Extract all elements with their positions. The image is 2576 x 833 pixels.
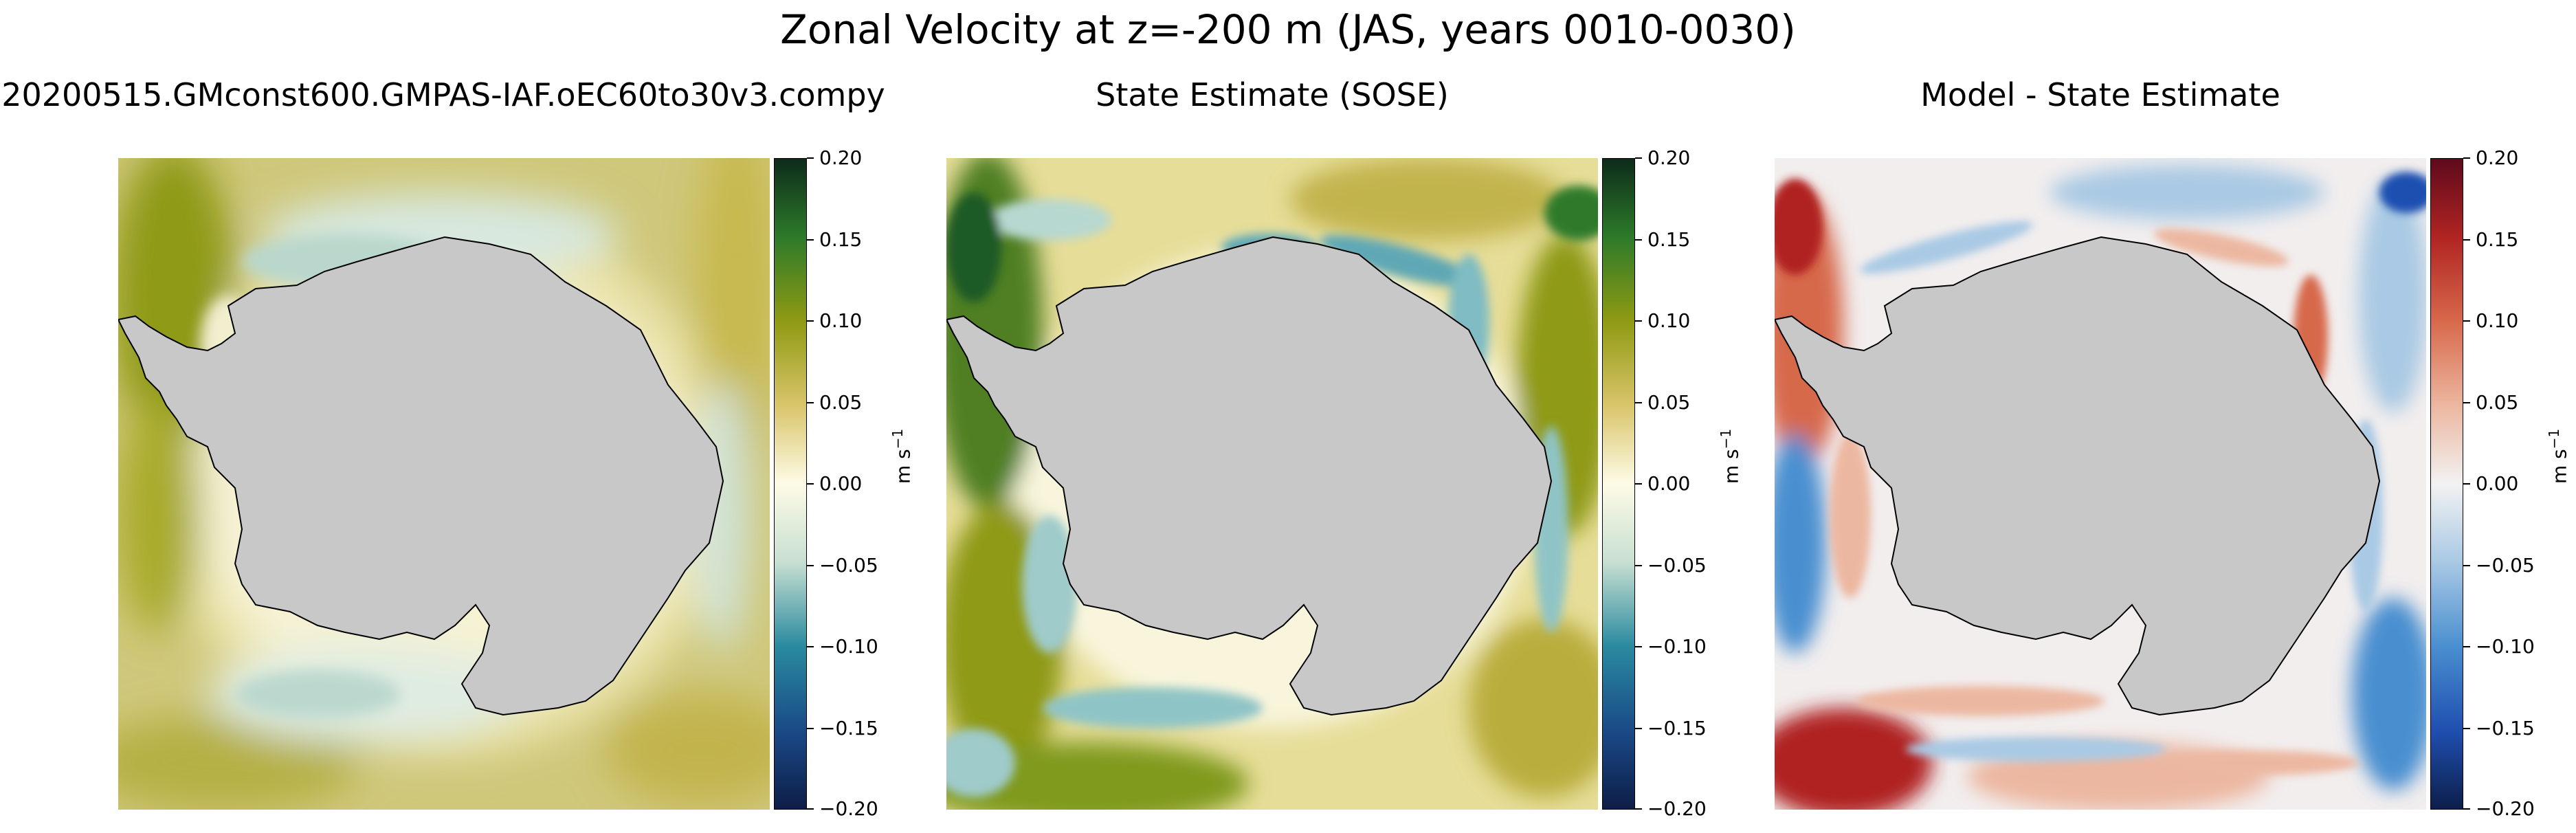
panel-3-tick: −0.10	[2476, 635, 2535, 658]
panel-1-tick: −0.15	[819, 716, 878, 740]
panel-1-title: 20200515.GMconst600.GMPAS-IAF.oEC60to30v…	[1, 76, 885, 113]
panel-1-colorbar-axis: 0.20 0.15 0.10 0.05 0.00 −0.05 −0.10 −0.…	[807, 147, 889, 820]
panel-2-tick: 0.15	[1647, 227, 1691, 251]
panel-2-tick: 0.05	[1647, 390, 1691, 414]
panel-3-colorbar	[2430, 158, 2463, 810]
figure-suptitle: Zonal Velocity at z=-200 m (JAS, years 0…	[780, 6, 1796, 53]
panel-2-tick: −0.20	[1647, 797, 1707, 820]
panel-3-tick: −0.20	[2476, 797, 2535, 820]
panel-3-antarctica	[1775, 236, 2381, 716]
panel-1-tick: −0.10	[819, 635, 878, 658]
panel-1-tick: 0.10	[819, 309, 863, 332]
panel-1-tick: −0.05	[819, 553, 878, 577]
panel-3-map-svg	[1775, 158, 2426, 810]
panel-1-tick: 0.20	[819, 146, 863, 169]
panel-3-colorbar-axis: 0.20 0.15 0.10 0.05 0.00 −0.05 −0.10 −0.…	[2463, 147, 2546, 820]
panel-3-map	[1775, 158, 2426, 810]
panel-1-colorbar-label: m s−1	[889, 428, 915, 484]
panel-2-tick: −0.10	[1647, 635, 1707, 658]
panel-3-title: Model - State Estimate	[1920, 76, 2280, 113]
panel-1-map-svg	[118, 158, 770, 810]
panel-1-map	[118, 158, 770, 810]
panel-3-tick: 0.15	[2476, 227, 2519, 251]
panel-2-tick: 0.10	[1647, 309, 1691, 332]
panel-2-tick: −0.15	[1647, 716, 1707, 740]
panel-2-tick: −0.05	[1647, 553, 1707, 577]
panel-3-tick: 0.05	[2476, 390, 2519, 414]
panel-1-tick: 0.05	[819, 390, 863, 414]
panel-3-tick: 0.10	[2476, 309, 2519, 332]
panel-3-tick: 0.20	[2476, 146, 2519, 169]
panel-2-colorbar-axis: 0.20 0.15 0.10 0.05 0.00 −0.05 −0.10 −0.…	[1635, 147, 1718, 820]
panel-2-title: State Estimate (SOSE)	[1096, 76, 1449, 113]
panel-2-colorbar	[1602, 158, 1635, 810]
panel-3-tick: −0.05	[2476, 553, 2535, 577]
panel-3-tick: −0.15	[2476, 716, 2535, 740]
panel-1-tick: −0.20	[819, 797, 878, 820]
panel-2-map-svg	[946, 158, 1598, 810]
panel-2-tick: 0.20	[1647, 146, 1691, 169]
panel-3-tick: 0.00	[2476, 472, 2519, 495]
panel-1-tick: 0.15	[819, 227, 863, 251]
panel-1-colorbar	[774, 158, 807, 810]
panel-3-colorbar-label: m s−1	[2546, 428, 2571, 484]
panel-1-tick: 0.00	[819, 472, 863, 495]
panel-2-antarctica	[946, 236, 1553, 716]
panel-2-map	[946, 158, 1598, 810]
panel-2-tick: 0.00	[1647, 472, 1691, 495]
panel-1-antarctica	[118, 236, 724, 716]
panel-2-colorbar-label: m s−1	[1718, 428, 1743, 484]
